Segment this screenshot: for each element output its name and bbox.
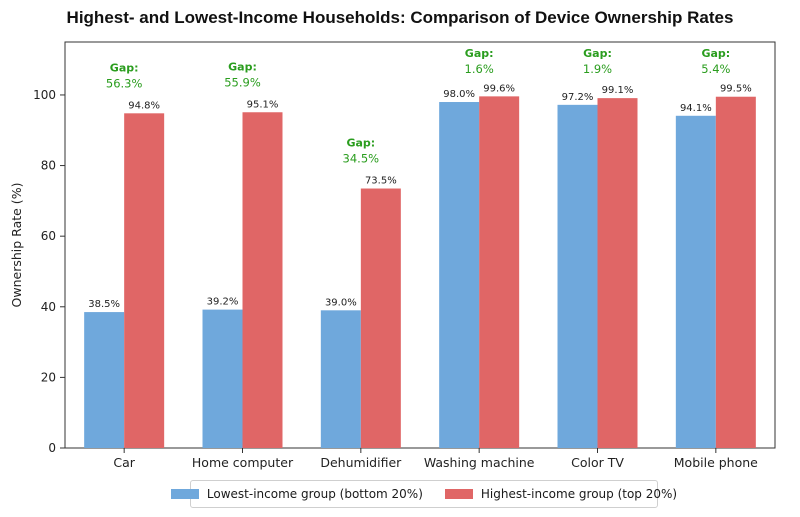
y-tick-label: 0 bbox=[48, 441, 56, 455]
legend-item-highest: Highest-income group (top 20%) bbox=[444, 487, 678, 501]
legend-swatch-highest bbox=[444, 489, 473, 499]
bar-highest bbox=[715, 96, 756, 448]
gap-title: Gap: bbox=[701, 47, 730, 60]
legend-swatch-lowest bbox=[170, 489, 199, 499]
value-label-lowest: 39.2% bbox=[207, 297, 239, 308]
bar-highest bbox=[479, 96, 520, 448]
y-tick-label: 80 bbox=[41, 159, 56, 173]
legend-label-highest: Highest-income group (top 20%) bbox=[480, 487, 678, 501]
x-tick-label: Mobile phone bbox=[674, 455, 758, 470]
gap-title: Gap: bbox=[346, 137, 375, 150]
bar-lowest bbox=[557, 104, 598, 448]
gap-title: Gap: bbox=[228, 60, 257, 73]
value-label-highest: 95.1% bbox=[247, 99, 279, 110]
value-label-highest: 73.5% bbox=[365, 176, 397, 187]
x-tick-label: Dehumidifier bbox=[320, 455, 402, 470]
bar-lowest bbox=[675, 115, 716, 449]
gap-value: 1.9% bbox=[583, 62, 612, 76]
value-label-highest: 94.8% bbox=[128, 100, 160, 111]
bar-highest bbox=[597, 98, 638, 448]
gap-value: 1.6% bbox=[465, 62, 494, 76]
gap-title: Gap: bbox=[110, 61, 139, 74]
x-tick-label: Color TV bbox=[571, 455, 624, 470]
value-label-lowest: 38.5% bbox=[88, 299, 120, 310]
legend: Lowest-income group (bottom 20%) Highest… bbox=[170, 480, 677, 508]
x-tick-label: Home computer bbox=[192, 455, 294, 470]
value-label-lowest: 98.0% bbox=[443, 89, 475, 100]
value-label-lowest: 39.0% bbox=[325, 297, 357, 308]
value-label-highest: 99.6% bbox=[483, 83, 515, 94]
x-tick-label: Washing machine bbox=[424, 455, 535, 470]
y-tick-label: 60 bbox=[41, 229, 56, 243]
x-tick-label: Car bbox=[113, 455, 135, 470]
gap-value: 55.9% bbox=[224, 75, 261, 89]
gap-title: Gap: bbox=[583, 47, 612, 60]
gap-value: 56.3% bbox=[106, 76, 143, 90]
value-label-lowest: 94.1% bbox=[680, 103, 712, 114]
legend-item-lowest: Lowest-income group (bottom 20%) bbox=[170, 487, 423, 501]
value-label-highest: 99.1% bbox=[602, 85, 634, 96]
bar-highest bbox=[124, 113, 165, 448]
bar-highest bbox=[242, 112, 283, 449]
bar-highest bbox=[360, 188, 401, 448]
legend-label-lowest: Lowest-income group (bottom 20%) bbox=[206, 487, 423, 501]
y-tick-label: 20 bbox=[41, 370, 56, 384]
plot-frame bbox=[64, 41, 776, 449]
bar-lowest bbox=[84, 312, 125, 448]
chart-title: Highest- and Lowest-Income Households: C… bbox=[66, 8, 734, 27]
bar-lowest bbox=[202, 309, 243, 448]
gap-title: Gap: bbox=[465, 47, 494, 60]
gap-value: 34.5% bbox=[343, 152, 380, 166]
y-tick-label: 100 bbox=[33, 88, 56, 102]
gap-value: 5.4% bbox=[701, 62, 730, 76]
y-tick-label: 40 bbox=[41, 300, 56, 314]
bar-lowest bbox=[320, 310, 361, 448]
bar-lowest bbox=[439, 102, 480, 448]
y-axis-title: Ownership Rate (%) bbox=[9, 183, 24, 308]
value-label-highest: 99.5% bbox=[720, 84, 752, 95]
value-label-lowest: 97.2% bbox=[562, 92, 594, 103]
